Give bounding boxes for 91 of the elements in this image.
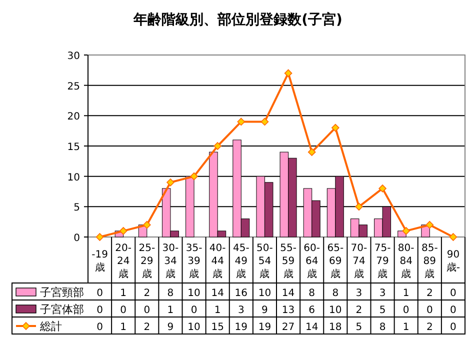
point <box>237 118 246 126</box>
point <box>378 184 386 192</box>
point <box>402 227 410 235</box>
data-label: 6 <box>308 305 316 316</box>
point <box>214 142 222 150</box>
data-label: 1 <box>120 322 127 333</box>
x-tick-label: 70-74歳 <box>350 243 368 280</box>
x-tick-label: 80-84歳 <box>398 243 415 280</box>
point <box>260 118 269 126</box>
point <box>284 69 292 78</box>
x-tick-label: 75-79歳 <box>374 243 392 280</box>
legend-label: 総計 <box>39 320 62 333</box>
x-tick-label: 60-64歳 <box>304 243 320 280</box>
data-label: 2 <box>144 322 150 333</box>
data-label: 0 <box>144 305 150 316</box>
data-label: 3 <box>356 288 362 299</box>
point <box>426 220 434 229</box>
point <box>308 148 316 156</box>
legend-label: 子宮頸部 <box>40 286 84 299</box>
data-label: 10 <box>258 288 272 299</box>
point <box>449 233 458 241</box>
data-label: 15 <box>211 322 224 333</box>
data-label: 19 <box>234 322 248 333</box>
data-label: 10 <box>329 305 342 316</box>
data-label: 10 <box>188 288 200 299</box>
data-label: 2 <box>426 288 433 299</box>
data-label: 0 <box>96 288 103 299</box>
data-label: 5 <box>356 322 362 333</box>
x-tick-label: 35-39歳 <box>186 243 203 280</box>
data-label: 9 <box>262 305 268 316</box>
x-tick-label: 40-44歳 <box>209 243 226 280</box>
point <box>166 178 174 186</box>
data-label: 0 <box>96 322 103 333</box>
data-label: 0 <box>450 322 456 333</box>
data-label: 2 <box>144 288 150 299</box>
point <box>190 172 198 180</box>
y-tick-label: 20 <box>67 112 80 123</box>
point <box>355 202 363 211</box>
data-label: 19 <box>258 322 272 333</box>
y-tick-label: 5 <box>74 202 80 214</box>
x-tick-label: -19歳 <box>92 250 108 274</box>
data-label: 8 <box>167 288 174 299</box>
data-label: 2 <box>356 305 362 316</box>
point <box>119 227 128 235</box>
data-label: 5 <box>379 305 386 316</box>
data-label: 0 <box>450 288 456 299</box>
data-label: 8 <box>308 288 316 299</box>
data-label: 9 <box>167 322 174 333</box>
x-tick-label: 20-24歳 <box>115 243 132 280</box>
data-label: 0 <box>450 305 456 316</box>
x-tick-label: 65-69歳 <box>327 243 344 280</box>
y-tick-label: 10 <box>67 172 80 184</box>
point <box>143 220 151 229</box>
data-label: 0 <box>120 305 127 316</box>
x-tick-label: 45-49歳 <box>232 243 250 280</box>
data-label: 1 <box>167 305 174 316</box>
data-label: 0 <box>190 305 198 316</box>
y-tick-label: 0 <box>74 233 80 244</box>
data-label: 2 <box>426 322 433 333</box>
data-label: 3 <box>238 305 244 316</box>
y-tick-label: 25 <box>67 81 80 92</box>
data-label: 14 <box>282 288 295 299</box>
data-label: 10 <box>188 322 200 333</box>
data-label: 8 <box>379 322 386 333</box>
legend-label: 子宮体部 <box>40 303 84 316</box>
data-label: 14 <box>211 288 224 299</box>
data-label: 8 <box>332 288 339 299</box>
data-label: 18 <box>329 322 342 333</box>
point <box>96 233 104 241</box>
data-label: 1 <box>120 288 127 299</box>
data-label: 0 <box>96 305 103 316</box>
data-label: 3 <box>379 288 386 299</box>
data-label: 0 <box>426 305 433 316</box>
x-tick-label: 30-34歳 <box>162 243 180 280</box>
chart-title: 年齢階級別、部位別登録数(子宮) <box>132 11 342 28</box>
data-label: 13 <box>282 305 295 316</box>
data-label: 1 <box>214 305 221 316</box>
point <box>332 124 340 132</box>
data-label: 0 <box>402 305 410 316</box>
x-tick-label: 85-89歳 <box>421 243 438 280</box>
data-label: 14 <box>305 322 318 333</box>
y-tick-label: 30 <box>67 51 80 62</box>
x-tick-label: 90歳- <box>446 250 460 274</box>
x-tick-label: 55-59歳 <box>280 243 297 280</box>
y-tick-label: 15 <box>67 142 80 153</box>
data-label: 1 <box>402 322 410 333</box>
data-label: 16 <box>234 288 248 299</box>
data-label: 27 <box>282 322 295 333</box>
x-tick-label: 50-54歳 <box>256 243 274 280</box>
x-tick-label: 25-29歳 <box>138 243 156 280</box>
data-label: 1 <box>402 288 410 299</box>
